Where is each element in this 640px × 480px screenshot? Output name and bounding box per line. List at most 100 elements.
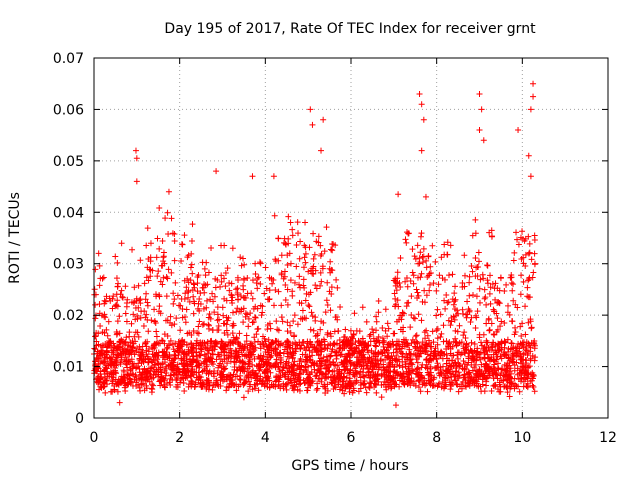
data-point: [447, 322, 454, 329]
data-point: [324, 329, 331, 336]
data-point: [308, 369, 315, 376]
data-point: [428, 377, 435, 384]
data-point: [220, 320, 227, 327]
data-point: [462, 377, 469, 384]
data-point: [223, 327, 230, 334]
data-point: [129, 246, 136, 253]
data-point: [302, 364, 309, 371]
data-point: [413, 370, 420, 377]
data-point: [164, 209, 171, 216]
data-point: [385, 344, 392, 351]
data-point: [446, 272, 453, 279]
data-point: [487, 300, 494, 307]
data-point: [356, 349, 363, 356]
data-point: [92, 333, 99, 340]
data-point: [179, 241, 186, 248]
data-point: [476, 299, 483, 306]
data-point: [132, 329, 139, 336]
data-point: [438, 330, 445, 337]
data-point: [375, 333, 382, 340]
data-point: [514, 304, 521, 311]
data-point: [408, 312, 415, 319]
data-point: [286, 365, 293, 372]
data-point: [181, 296, 188, 303]
data-point: [407, 360, 414, 367]
data-point: [515, 340, 522, 347]
data-point: [367, 362, 374, 369]
data-point: [473, 314, 480, 321]
data-point: [153, 349, 160, 356]
data-point: [528, 324, 535, 331]
data-point: [312, 267, 319, 274]
data-point: [518, 272, 525, 279]
data-point: [424, 351, 431, 358]
data-point: [201, 339, 208, 346]
data-point: [525, 250, 532, 257]
data-point: [302, 379, 309, 386]
data-point: [203, 353, 210, 360]
data-point: [188, 340, 195, 347]
y-tick-label: 0.04: [53, 205, 84, 221]
data-point: [161, 356, 168, 363]
data-point: [96, 301, 103, 308]
data-point: [212, 284, 219, 291]
data-point: [436, 372, 443, 379]
data-point: [316, 340, 323, 347]
data-point: [523, 374, 530, 381]
data-point: [475, 258, 482, 265]
data-point: [332, 384, 339, 391]
data-point: [315, 342, 322, 349]
data-point: [373, 318, 380, 325]
data-point: [526, 363, 533, 370]
data-point: [382, 327, 389, 334]
data-point: [399, 364, 406, 371]
data-point: [480, 370, 487, 377]
data-point: [461, 374, 468, 381]
data-point: [189, 344, 196, 351]
data-point: [486, 229, 493, 236]
data-point: [174, 292, 181, 299]
data-point: [459, 280, 466, 287]
data-point: [344, 359, 351, 365]
data-point: [483, 361, 490, 368]
data-point: [178, 258, 185, 265]
data-point: [243, 332, 250, 339]
data-point: [305, 268, 312, 275]
data-point: [311, 251, 318, 258]
data-point: [518, 333, 525, 340]
data-point: [284, 328, 291, 335]
data-point: [290, 375, 297, 382]
data-point: [300, 276, 307, 283]
data-point: [468, 339, 475, 346]
data-point: [409, 361, 416, 368]
data-point: [309, 352, 316, 359]
data-point: [379, 325, 386, 332]
data-point: [182, 375, 189, 382]
data-point: [161, 331, 168, 338]
data-point: [240, 294, 247, 301]
data-point: [324, 279, 331, 286]
data-point: [102, 389, 109, 396]
data-point: [430, 352, 437, 359]
data-point: [484, 277, 491, 284]
data-point: [247, 351, 254, 358]
data-point: [219, 340, 226, 347]
data-point: [420, 116, 427, 123]
data-point: [317, 252, 324, 259]
data-point: [372, 360, 379, 367]
data-point: [180, 339, 187, 346]
data-point: [453, 307, 460, 314]
data-point: [313, 387, 320, 394]
data-point: [228, 280, 235, 287]
data-point: [452, 335, 459, 342]
data-point: [405, 368, 412, 375]
data-point: [296, 299, 303, 306]
data-point: [408, 293, 415, 300]
data-point: [220, 312, 227, 319]
data-point: [182, 290, 189, 297]
data-point: [275, 327, 282, 334]
data-point: [153, 368, 160, 375]
data-point: [251, 355, 258, 362]
data-point: [190, 293, 197, 300]
data-point: [163, 293, 170, 300]
